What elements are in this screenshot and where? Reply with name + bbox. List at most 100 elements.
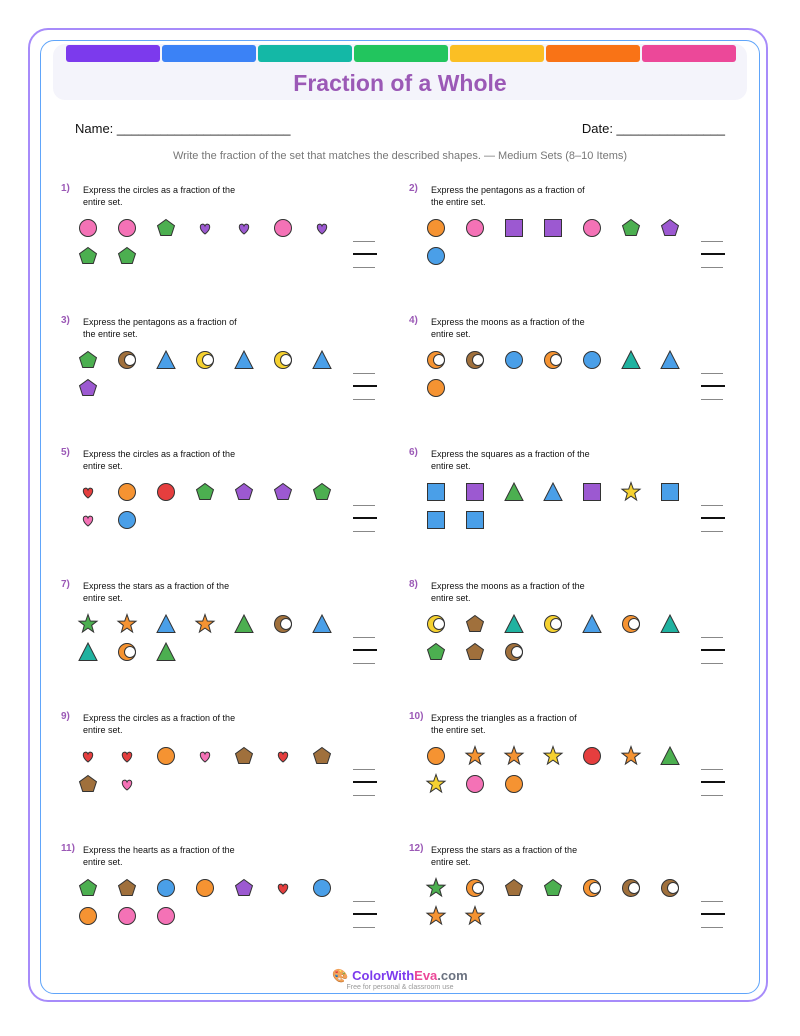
circle-icon <box>77 217 99 239</box>
star-icon <box>620 481 642 503</box>
pentagon-icon <box>272 481 294 503</box>
heart-icon <box>194 745 216 767</box>
heart-icon <box>77 745 99 767</box>
fraction-answer-blank[interactable] <box>701 239 725 269</box>
fraction-answer-blank[interactable] <box>353 635 377 665</box>
circle-icon <box>464 773 486 795</box>
brand-part: With <box>386 968 415 983</box>
problem-prompt: Express the circles as a fraction of the… <box>83 713 236 735</box>
fraction-answer-blank[interactable] <box>701 371 725 401</box>
problem-item: 8) Express the moons as a fraction of the… <box>409 579 739 699</box>
denominator-line <box>701 399 723 400</box>
pentagon-icon <box>311 481 333 503</box>
star-icon <box>425 773 447 795</box>
fraction-bar <box>353 517 377 519</box>
pentagon-icon <box>620 217 642 239</box>
problem-item: 3) Express the pentagons as a fraction of… <box>61 315 391 435</box>
fraction-answer-blank[interactable] <box>701 503 725 533</box>
numerator-line <box>353 241 375 242</box>
fraction-answer-blank[interactable] <box>353 239 377 269</box>
square-icon <box>464 481 486 503</box>
problem-prompt: Express the stars as a fraction of the e… <box>431 845 578 867</box>
circle-icon <box>311 877 333 899</box>
fraction-bar <box>353 913 377 915</box>
pentagon-icon <box>155 217 177 239</box>
numerator-line <box>353 769 375 770</box>
pentagon-icon <box>659 217 681 239</box>
problem-item: 12) Express the stars as a fraction of th… <box>409 843 739 963</box>
rainbow-bar <box>66 45 736 62</box>
fraction-bar <box>353 385 377 387</box>
date-field: Date: _______________ <box>581 121 725 136</box>
pentagon-icon <box>425 641 447 663</box>
circle-icon <box>581 745 603 767</box>
problem-number: 12) <box>409 843 424 854</box>
triangle-icon <box>503 481 525 503</box>
circle-icon <box>425 377 447 399</box>
circle-icon <box>503 349 525 371</box>
pentagon-icon <box>464 641 486 663</box>
circle-icon <box>581 217 603 239</box>
circle-icon <box>116 905 138 927</box>
heart-icon <box>311 217 333 239</box>
outer-border <box>28 28 768 1002</box>
denominator-line <box>701 531 723 532</box>
problem-number: 2) <box>409 183 418 194</box>
triangle-icon <box>233 613 255 635</box>
fraction-bar <box>701 781 725 783</box>
heart-icon <box>116 745 138 767</box>
fraction-answer-blank[interactable] <box>701 899 725 929</box>
problem-number: 1) <box>61 183 70 194</box>
heart-icon <box>77 509 99 531</box>
star-icon <box>77 613 99 635</box>
denominator-line <box>701 267 723 268</box>
brand-part: .com <box>437 968 468 983</box>
pentagon-icon <box>233 877 255 899</box>
numerator-line <box>353 373 375 374</box>
square-icon <box>659 481 681 503</box>
circle-icon <box>581 349 603 371</box>
moon-icon <box>542 613 564 635</box>
circle-icon <box>194 877 216 899</box>
heart-icon <box>116 773 138 795</box>
star-icon <box>620 745 642 767</box>
fraction-answer-blank[interactable] <box>353 767 377 797</box>
fraction-answer-blank[interactable] <box>353 371 377 401</box>
numerator-line <box>701 637 723 638</box>
problem-prompt: Express the stars as a fraction of the e… <box>83 581 230 603</box>
star-icon <box>464 905 486 927</box>
heart-icon <box>77 481 99 503</box>
star-icon <box>116 613 138 635</box>
problem-prompt: Express the moons as a fraction of the e… <box>431 581 585 603</box>
moon-icon <box>194 349 216 371</box>
triangle-icon <box>659 349 681 371</box>
fraction-answer-blank[interactable] <box>353 503 377 533</box>
problem-prompt: Express the hearts as a fraction of the … <box>83 845 235 867</box>
fraction-answer-blank[interactable] <box>701 635 725 665</box>
star-icon <box>503 745 525 767</box>
problem-item: 11) Express the hearts as a fraction of t… <box>61 843 391 963</box>
fraction-answer-blank[interactable] <box>701 767 725 797</box>
fraction-answer-blank[interactable] <box>353 899 377 929</box>
square-icon <box>425 509 447 531</box>
denominator-line <box>353 267 375 268</box>
problem-item: 4) Express the moons as a fraction of the… <box>409 315 739 435</box>
fraction-bar <box>701 913 725 915</box>
heart-icon <box>233 217 255 239</box>
fraction-bar <box>353 649 377 651</box>
star-icon <box>464 745 486 767</box>
numerator-line <box>701 241 723 242</box>
fraction-bar <box>701 517 725 519</box>
circle-icon <box>425 245 447 267</box>
circle-icon <box>155 905 177 927</box>
triangle-icon <box>659 745 681 767</box>
circle-icon <box>425 217 447 239</box>
triangle-icon <box>503 613 525 635</box>
inner-border <box>40 40 760 994</box>
pentagon-icon <box>233 745 255 767</box>
numerator-line <box>701 769 723 770</box>
square-icon <box>581 481 603 503</box>
moon-icon <box>542 349 564 371</box>
circle-icon <box>116 217 138 239</box>
circle-icon <box>116 509 138 531</box>
